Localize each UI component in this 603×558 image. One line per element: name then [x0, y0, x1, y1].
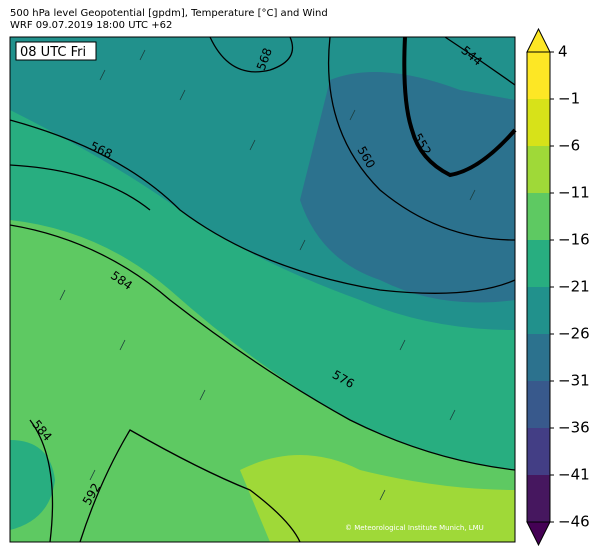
- colorbar-band: [527, 475, 550, 522]
- time-box: [15, 41, 97, 61]
- colorbar-tick-label: −21: [558, 278, 590, 296]
- contours: [9, 36, 516, 543]
- time-label: 08 UTC Fri: [20, 45, 86, 60]
- colorbar-tick-label: −41: [558, 466, 590, 484]
- warm-region: [10, 220, 515, 542]
- colorbar-tick-label: −11: [558, 184, 590, 202]
- colorbar-band: [527, 146, 550, 193]
- credit: © Meteorological Institute Munich, LMU: [345, 524, 484, 532]
- colorbar-band: [527, 381, 550, 428]
- colorbar-tick-label: −16: [558, 231, 590, 249]
- colorbar-tick-label: −6: [558, 137, 580, 155]
- colorbar-tick-label: −36: [558, 419, 590, 437]
- colorbar-band: [527, 334, 550, 381]
- colorbar-extend-high: [526, 27, 551, 53]
- colorbar-band: [527, 287, 550, 334]
- colorbar-tick-label: −46: [558, 513, 590, 531]
- colorbar-tick-label: 4: [558, 43, 568, 61]
- title: 500 hPa level Geopotential [gpdm], Tempe…: [10, 8, 328, 19]
- colorbar-band: [527, 428, 550, 475]
- warmest-region: [240, 455, 515, 542]
- colorbar-band: [527, 193, 550, 240]
- thick-contour: [402, 36, 517, 178]
- colorbar-tick-label: −26: [558, 325, 590, 343]
- colorbar-extend-low: [526, 521, 551, 547]
- colorbar-band: [527, 52, 550, 99]
- coldest-region: [300, 72, 515, 303]
- map-frame: [9, 36, 516, 543]
- local-region: [10, 440, 55, 530]
- colorbar-band: [527, 240, 550, 287]
- colorbar-tick-label: −31: [558, 372, 590, 390]
- colorbar: 4 −1 −6 −11 −16 −21 −26 −31 −36 −41 −46: [526, 27, 590, 547]
- map: 568 568 560 552 544 584 584 576 592 08 U…: [9, 36, 517, 543]
- subtitle: WRF 09.07.2019 18:00 UTC +62: [10, 20, 172, 31]
- colorbar-tick-label: −1: [558, 90, 580, 108]
- colorbar-band: [527, 99, 550, 146]
